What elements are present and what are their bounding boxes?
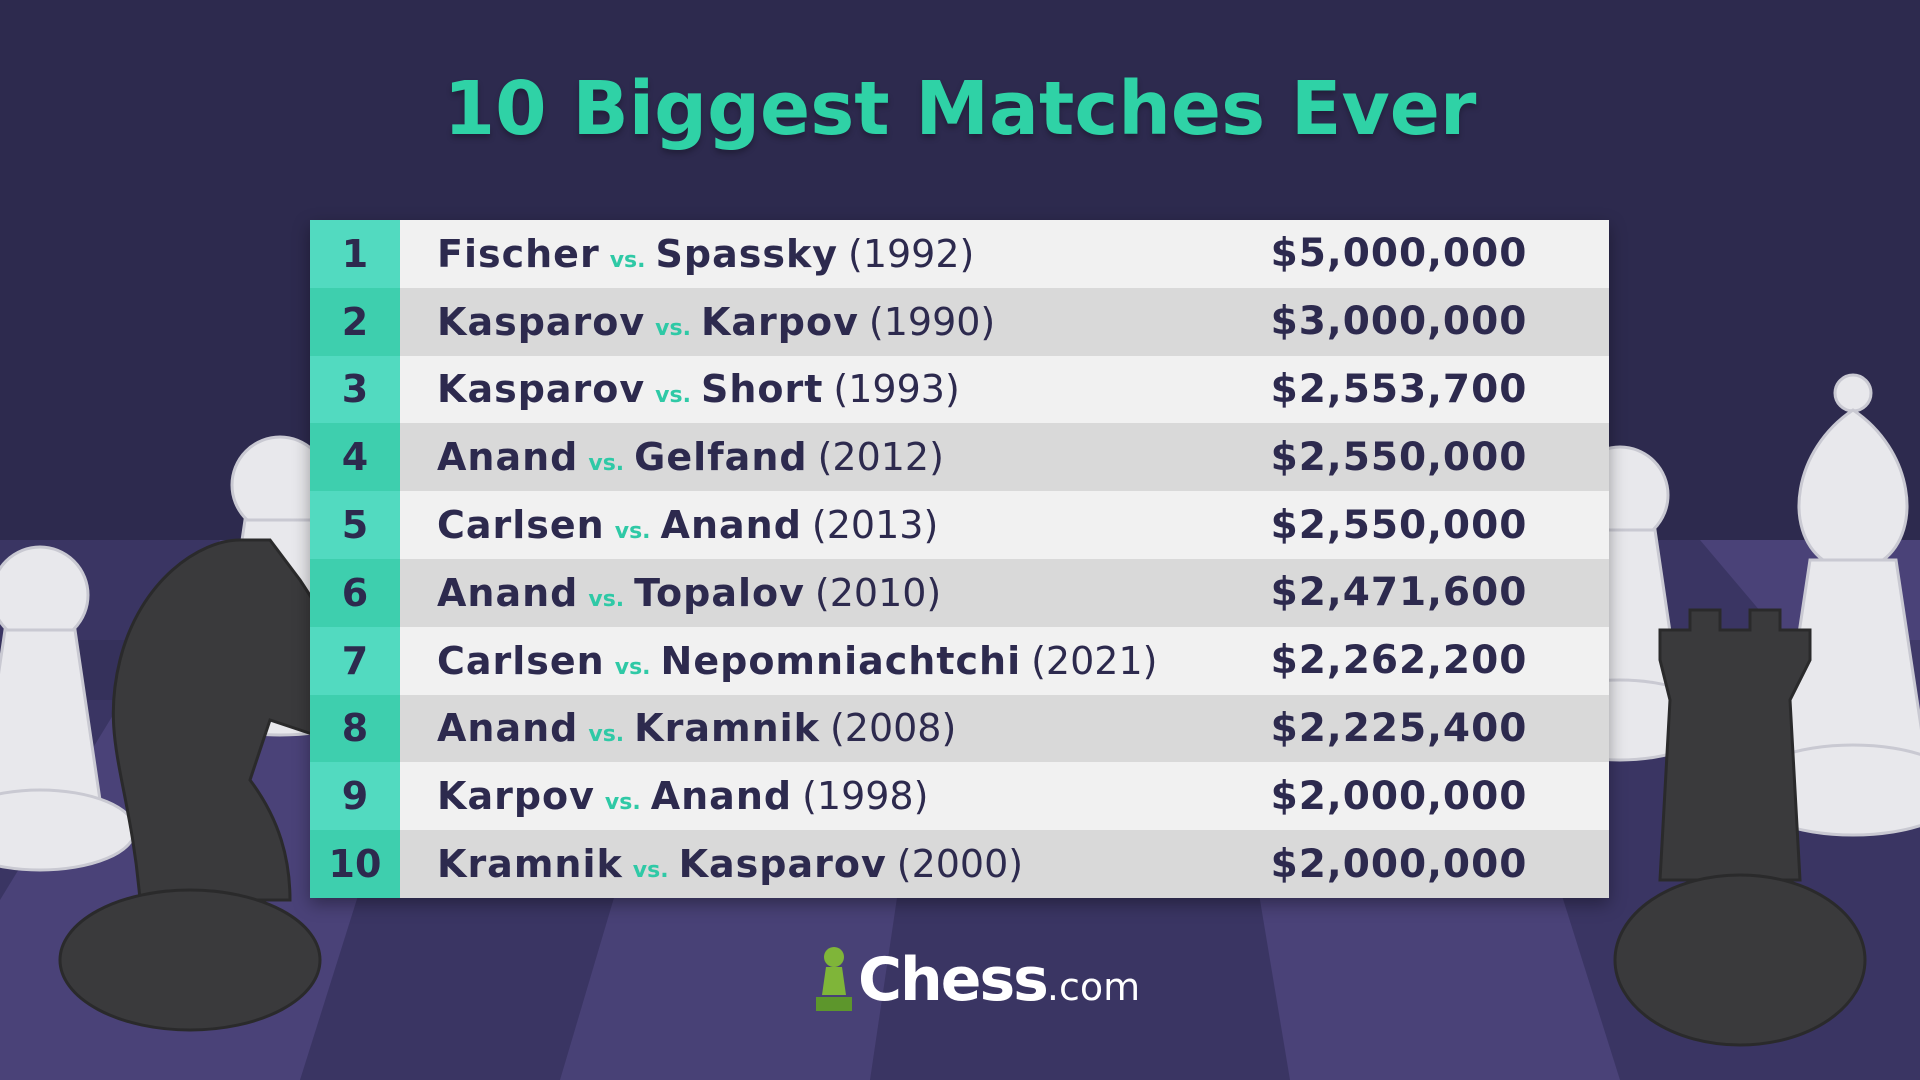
matches-table: 1 Fischer vs. Spassky (1992) $5,000,000 2 Kaspa… bbox=[310, 220, 1609, 898]
table-row: 7 Carlsen vs. Nepomniachtchi (2021) $2,262,20… bbox=[310, 626, 1609, 695]
match: Karpov vs. Anand (1998) bbox=[400, 774, 1229, 818]
player-1: Kasparov bbox=[437, 367, 646, 412]
player-2: Gelfand bbox=[634, 435, 808, 480]
player-2: Kramnik bbox=[634, 706, 820, 751]
rank: 1 bbox=[310, 220, 400, 288]
match: Fischer vs. Spassky (1992) bbox=[400, 232, 1229, 276]
player-1: Fischer bbox=[437, 231, 600, 276]
year: (2021) bbox=[1031, 638, 1158, 683]
logo-pawn-icon bbox=[816, 947, 852, 1011]
prize: $2,262,200 bbox=[1270, 638, 1528, 684]
versus: vs. bbox=[614, 654, 651, 680]
prize: $2,553,700 bbox=[1270, 366, 1528, 412]
prize: $2,225,400 bbox=[1270, 705, 1528, 751]
year: (2012) bbox=[817, 435, 944, 480]
prize: $5,000,000 bbox=[1270, 231, 1528, 277]
versus: vs. bbox=[655, 383, 691, 409]
table-row: 6 Anand vs. Topalov (2010) $2,471,600 bbox=[310, 558, 1609, 627]
match: Carlsen vs. Anand (2013) bbox=[400, 503, 1229, 547]
table-row: 9 Karpov vs. Anand (1998) $2,000,000 bbox=[310, 762, 1609, 831]
match: Kasparov vs. Short (1993) bbox=[400, 367, 1229, 411]
prize: $2,471,600 bbox=[1270, 570, 1528, 616]
rank: 10 bbox=[310, 830, 400, 898]
year: (1990) bbox=[868, 299, 996, 344]
table-row: 8 Anand vs. Kramnik (2008) $2,225,400 bbox=[310, 694, 1609, 763]
player-1: Carlsen bbox=[437, 503, 605, 548]
versus: vs. bbox=[604, 790, 641, 816]
logo: Chess .com bbox=[812, 945, 1140, 1017]
player-2: Karpov bbox=[700, 299, 859, 344]
match: Anand vs. Topalov (2010) bbox=[400, 571, 1229, 615]
year: (1992) bbox=[848, 231, 975, 276]
year: (1993) bbox=[833, 367, 960, 412]
versus: vs. bbox=[609, 247, 646, 273]
rank: 3 bbox=[310, 355, 400, 424]
year: (1998) bbox=[802, 774, 929, 819]
table-row: 1 Fischer vs. Spassky (1992) $5,000,000 bbox=[310, 220, 1609, 288]
prize: $2,550,000 bbox=[1270, 502, 1528, 548]
match: Kramnik vs. Kasparov (2000) bbox=[400, 842, 1229, 886]
table-row: 4 Anand vs. Gelfand (2012) $2,550,000 bbox=[310, 423, 1609, 492]
logo-suffix: .com bbox=[1046, 965, 1141, 1009]
versus: vs. bbox=[614, 519, 651, 545]
table-row: 2 Kasparov vs. Karpov (1990) $3,000,000 bbox=[310, 287, 1609, 356]
table-row: 5 Carlsen vs. Anand (2013) $2,550,000 bbox=[310, 491, 1609, 559]
year: (2013) bbox=[811, 503, 939, 548]
player-1: Anand bbox=[437, 435, 579, 480]
player-2: Nepomniachtchi bbox=[660, 638, 1022, 683]
year: (2010) bbox=[814, 570, 942, 615]
title: 10 Biggest Matches Ever bbox=[443, 66, 1477, 152]
match: Anand vs. Gelfand (2012) bbox=[400, 435, 1229, 479]
rank: 7 bbox=[310, 626, 400, 695]
table-row: 10 Kramnik vs. Kasparov (2000) $2,000,000 bbox=[310, 830, 1609, 898]
versus: vs. bbox=[655, 315, 691, 341]
prize: $3,000,000 bbox=[1270, 299, 1528, 345]
match: Kasparov vs. Karpov (1990) bbox=[400, 300, 1229, 344]
player-2: Short bbox=[700, 367, 824, 412]
prize: $2,000,000 bbox=[1270, 841, 1528, 887]
player-2: Anand bbox=[660, 503, 802, 548]
player-1: Kasparov bbox=[437, 299, 646, 344]
prize: $2,000,000 bbox=[1270, 773, 1528, 819]
versus: vs. bbox=[588, 722, 625, 748]
player-2: Kasparov bbox=[678, 842, 887, 887]
year: (2008) bbox=[829, 706, 957, 751]
versus: vs. bbox=[588, 451, 625, 477]
player-2: Spassky bbox=[655, 231, 838, 276]
versus: vs. bbox=[588, 586, 625, 612]
player-2: Anand bbox=[650, 774, 793, 819]
player-1: Carlsen bbox=[437, 638, 605, 683]
rank: 9 bbox=[310, 762, 400, 831]
versus: vs. bbox=[632, 858, 669, 884]
rank: 2 bbox=[310, 287, 400, 356]
prize: $2,550,000 bbox=[1270, 434, 1528, 480]
year: (2000) bbox=[896, 842, 1024, 887]
rank: 6 bbox=[310, 558, 400, 627]
match: Anand vs. Kramnik (2008) bbox=[400, 706, 1229, 750]
rank: 4 bbox=[310, 423, 400, 492]
player-1: Kramnik bbox=[437, 842, 623, 887]
table-row: 3 Kasparov vs. Short (1993) $2,553,700 bbox=[310, 355, 1609, 424]
player-2: Topalov bbox=[634, 570, 805, 615]
player-1: Karpov bbox=[437, 774, 595, 819]
match: Carlsen vs. Nepomniachtchi (2021) bbox=[400, 639, 1229, 683]
rank: 8 bbox=[310, 694, 400, 763]
player-1: Anand bbox=[437, 706, 579, 751]
rank: 5 bbox=[310, 491, 400, 559]
player-1: Anand bbox=[437, 570, 579, 615]
logo-name: Chess bbox=[858, 945, 1049, 1015]
